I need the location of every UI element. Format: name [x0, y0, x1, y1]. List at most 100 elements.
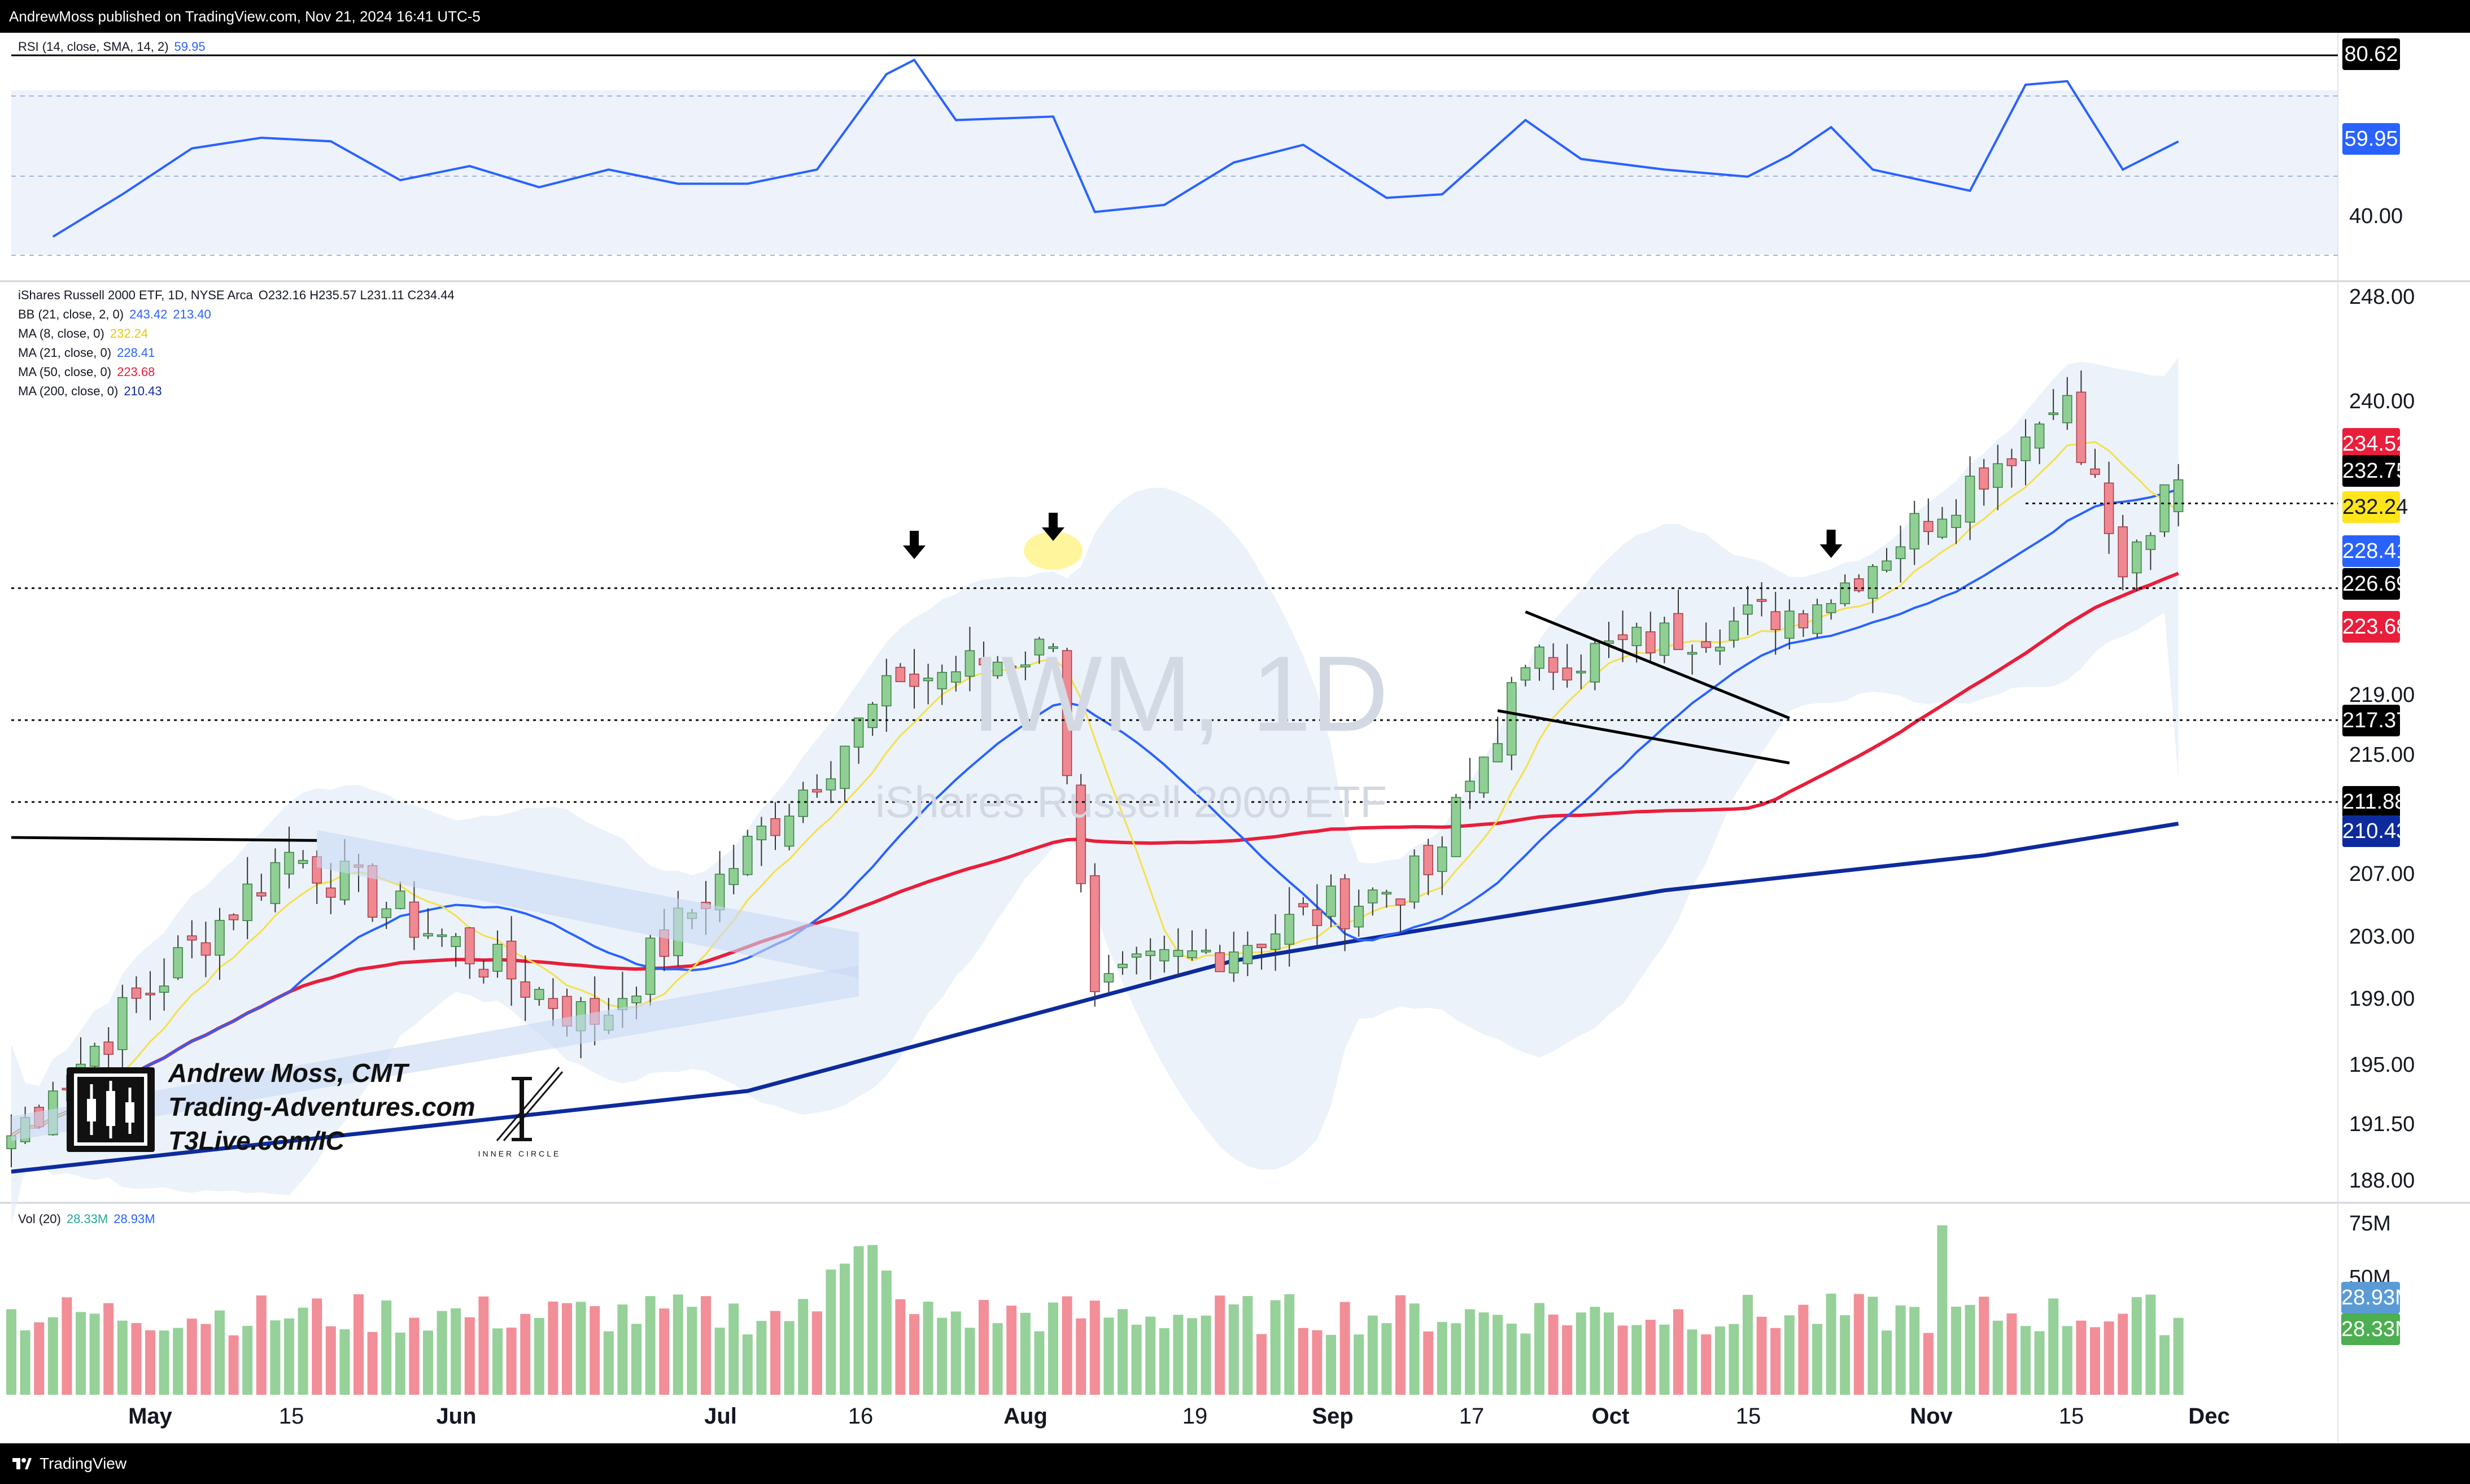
time-tick-label: 19 — [1182, 1404, 1208, 1429]
candle-body — [1437, 846, 1447, 872]
candle — [1909, 501, 1919, 565]
ma200-line — [11, 822, 2179, 1174]
candle — [256, 874, 267, 901]
candle-body — [784, 815, 795, 847]
candle-body — [145, 993, 155, 996]
candle — [992, 656, 1003, 679]
candle — [784, 804, 795, 850]
candle — [1409, 849, 1420, 909]
volume-bar — [312, 1298, 322, 1395]
channel-lower-band — [11, 965, 859, 1141]
candle — [1423, 839, 1433, 896]
candle — [215, 907, 225, 980]
candle — [1687, 644, 1697, 675]
volume-bar — [1089, 1300, 1100, 1395]
volume-bar — [1604, 1312, 1614, 1395]
candle — [965, 626, 975, 692]
candle — [1215, 945, 1225, 972]
candle-body — [478, 968, 489, 978]
candle-body — [881, 675, 892, 706]
volume-bar — [34, 1322, 45, 1395]
volume-bar — [992, 1323, 1003, 1395]
candle — [1242, 931, 1253, 976]
candle-body — [2104, 482, 2114, 534]
volume-bar — [756, 1321, 767, 1395]
candle-body — [1895, 546, 1906, 560]
volume-bar — [659, 1308, 670, 1395]
volume-bar — [853, 1246, 864, 1395]
candle-body — [1270, 933, 1281, 950]
price-box-main: 232.75 — [2342, 455, 2408, 487]
candle — [423, 908, 433, 939]
price-box-main: 210.43 — [2342, 815, 2408, 847]
candle — [228, 913, 239, 931]
candle — [145, 971, 155, 1020]
volume-bar — [1395, 1295, 1406, 1395]
volume-bar — [617, 1304, 628, 1395]
main-legend: iShares Russell 2000 ETF, 1D, NYSE Arca O… — [18, 286, 455, 401]
time-tick-label: 15 — [2058, 1404, 2084, 1429]
candle-body — [298, 859, 308, 864]
candle — [2062, 377, 2072, 430]
candle — [1617, 610, 1628, 662]
candle — [1034, 636, 1045, 664]
candle — [840, 745, 850, 802]
volume-bar — [1631, 1325, 1642, 1395]
candle — [1145, 938, 1155, 980]
volume-bar — [437, 1311, 447, 1395]
candle — [1729, 606, 1739, 648]
volume-bar — [200, 1324, 211, 1395]
candle-body — [173, 947, 183, 979]
time-tick-label: 17 — [1459, 1404, 1485, 1429]
down-arrow-icon — [903, 531, 926, 559]
candle-body — [2076, 391, 2087, 463]
candle — [1173, 928, 1184, 976]
volume-bar — [395, 1332, 405, 1395]
candle-body — [1631, 626, 1642, 647]
volume-bar — [1423, 1331, 1434, 1395]
candle-body — [1409, 856, 1420, 903]
price-tick-label: 195.00 — [2349, 1053, 2415, 1077]
candle-body — [1867, 566, 1878, 599]
volume-bar — [228, 1335, 239, 1395]
candle-body — [1048, 646, 1058, 649]
volume-bar — [923, 1302, 933, 1395]
volume-bar — [1645, 1320, 1656, 1395]
volume-bar — [215, 1310, 225, 1395]
volume-bar — [1506, 1324, 1517, 1395]
brand-text: Andrew Moss, CMT Trading-Adventures.com … — [168, 1058, 475, 1155]
volume-bar — [2173, 1317, 2184, 1395]
volume-bar — [103, 1303, 114, 1395]
candle — [909, 649, 919, 709]
volume-bar — [1882, 1330, 1892, 1395]
candle — [1118, 951, 1128, 975]
candle-body — [728, 868, 739, 885]
candle-body — [979, 658, 989, 666]
candle-body — [1617, 634, 1628, 640]
price-box-main: 226.69 — [2342, 568, 2408, 600]
volume-bar — [409, 1317, 420, 1395]
volume-bar — [562, 1303, 572, 1395]
volume-bar — [47, 1317, 58, 1395]
wedge-lower-line — [1497, 709, 1790, 765]
candle-body — [2048, 412, 2058, 415]
time-tick-label: Oct — [1591, 1404, 1630, 1429]
down-arrow-icon — [1042, 513, 1064, 541]
legend-ma50-row: MA (50, close, 0) 223.68 — [18, 365, 155, 379]
volume-bar — [1284, 1294, 1295, 1395]
volume-bar — [354, 1294, 364, 1395]
price-tick-label: 199.00 — [2349, 987, 2415, 1011]
candle — [1298, 897, 1308, 916]
candle — [1826, 599, 1836, 620]
volume-bar — [2062, 1326, 2072, 1395]
candle-body — [840, 745, 850, 789]
candle — [1159, 935, 1169, 973]
candle — [2132, 539, 2142, 592]
candle-body — [743, 836, 753, 875]
candle — [1270, 914, 1281, 971]
candle — [1812, 599, 1822, 638]
candle — [2104, 461, 2114, 554]
candle-body — [1395, 898, 1406, 906]
volume-bar — [145, 1330, 155, 1395]
